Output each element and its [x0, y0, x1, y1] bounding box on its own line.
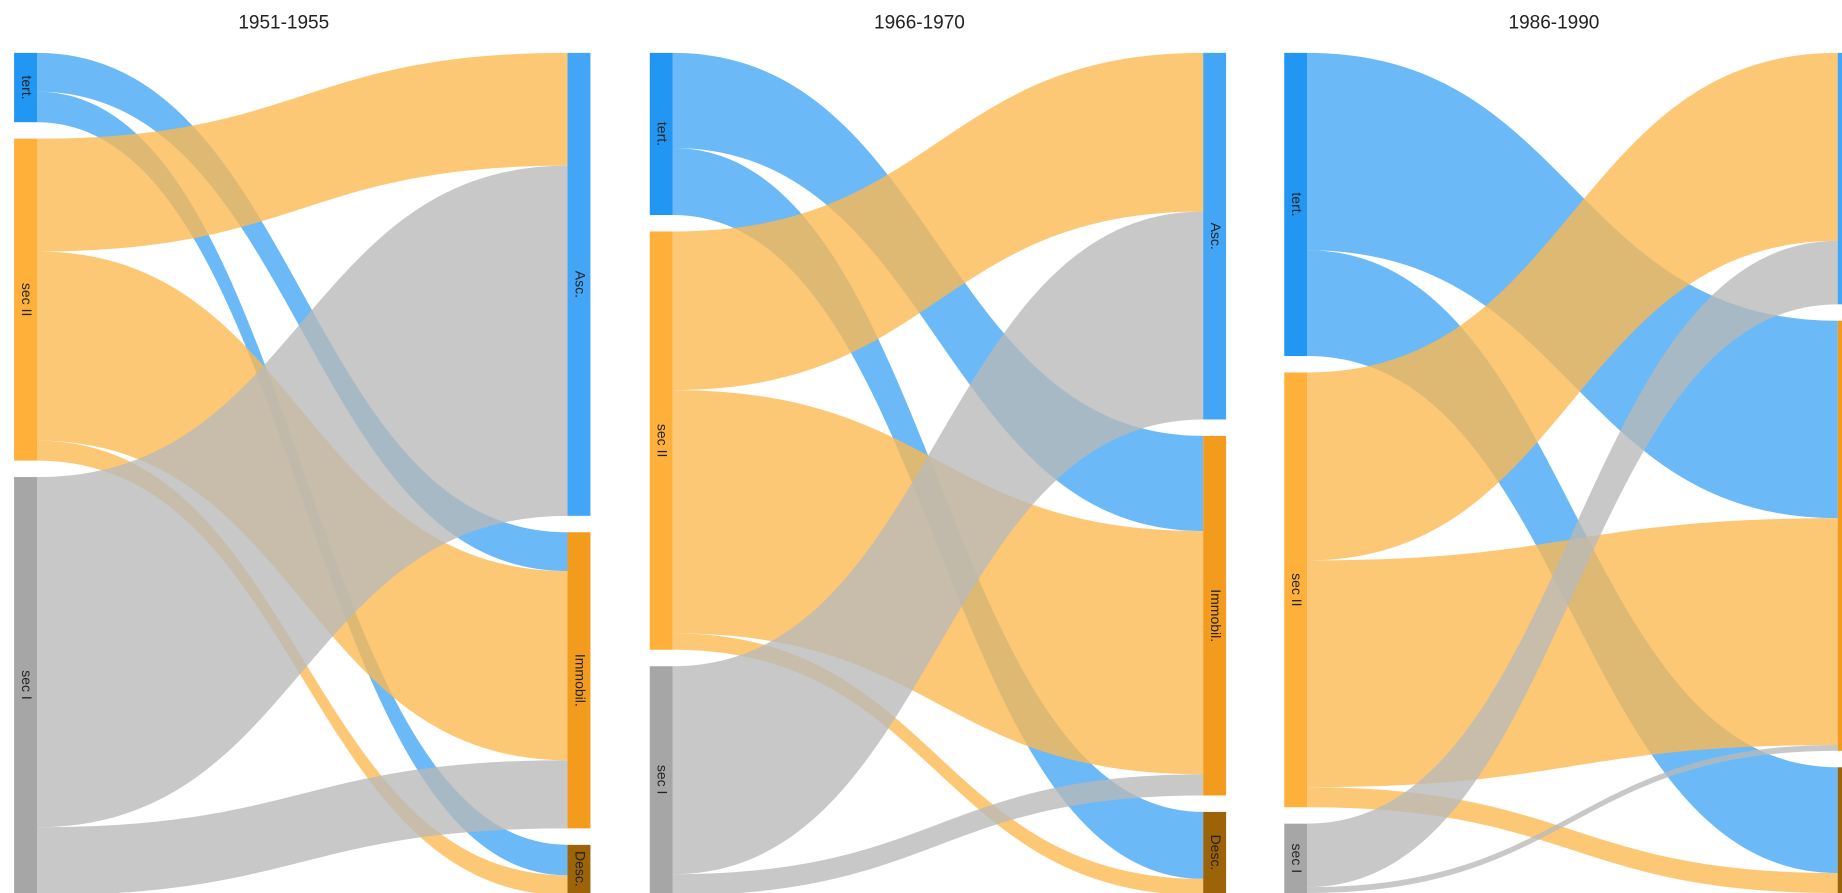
- panel: 1986-1990 tert. sec II sec I: [1284, 13, 1842, 893]
- links: [37, 52, 568, 893]
- panel-title: 1951-1955: [238, 13, 329, 34]
- target-node: [1203, 52, 1227, 420]
- source-node: [14, 52, 38, 123]
- source-node: [1284, 823, 1308, 893]
- source-node: [14, 138, 38, 461]
- source-node: [649, 231, 673, 650]
- link: [672, 774, 1204, 893]
- node-label: sec II: [1289, 573, 1305, 606]
- node-label: sec II: [655, 424, 671, 457]
- links: [672, 52, 1204, 893]
- link: [672, 211, 1204, 875]
- node-label: sec I: [19, 670, 35, 700]
- link: [37, 52, 568, 252]
- target-node: [567, 844, 591, 893]
- target-node: [1837, 320, 1842, 751]
- link: [672, 633, 1204, 893]
- target-node: [567, 532, 591, 829]
- panel: 1966-1970 tert. sec II sec I Asc. Immobil. Des…: [649, 13, 1227, 893]
- source-node: [649, 52, 673, 216]
- node-label: Desc.: [1208, 835, 1224, 871]
- link: [1307, 240, 1838, 888]
- target-node: [1837, 52, 1842, 305]
- panel: 1951-1955 tert. sec II sec I Asc. Immobil. Des…: [14, 13, 591, 893]
- link: [1307, 518, 1838, 788]
- panel-title: 1986-1990: [1509, 13, 1600, 34]
- target-node: [1837, 767, 1842, 893]
- node-label: tert.: [1289, 192, 1305, 216]
- link: [37, 165, 568, 828]
- source-node: [1284, 372, 1308, 808]
- node-label: Asc.: [572, 271, 588, 298]
- target-node: [567, 52, 591, 516]
- link: [1307, 52, 1838, 561]
- node-label: sec II: [19, 283, 35, 316]
- source-node: [649, 666, 673, 893]
- link: [672, 52, 1204, 391]
- source-node: [14, 477, 38, 893]
- node-label: Desc.: [572, 851, 588, 887]
- link: [37, 760, 568, 893]
- links: [1307, 52, 1838, 893]
- link: [37, 52, 568, 572]
- node-label: Immobil.: [1208, 589, 1224, 642]
- node-label: Immobil.: [572, 654, 588, 707]
- node-label: tert.: [655, 122, 671, 146]
- node-label: sec I: [1289, 844, 1305, 874]
- target-node: [1203, 435, 1227, 796]
- link: [1307, 744, 1838, 893]
- node-label: Asc.: [1208, 223, 1224, 250]
- panel-title: 1966-1970: [874, 13, 965, 34]
- node-label: tert.: [19, 75, 35, 99]
- source-node: [1284, 52, 1308, 357]
- target-node: [1203, 811, 1227, 893]
- node-label: sec I: [655, 765, 671, 795]
